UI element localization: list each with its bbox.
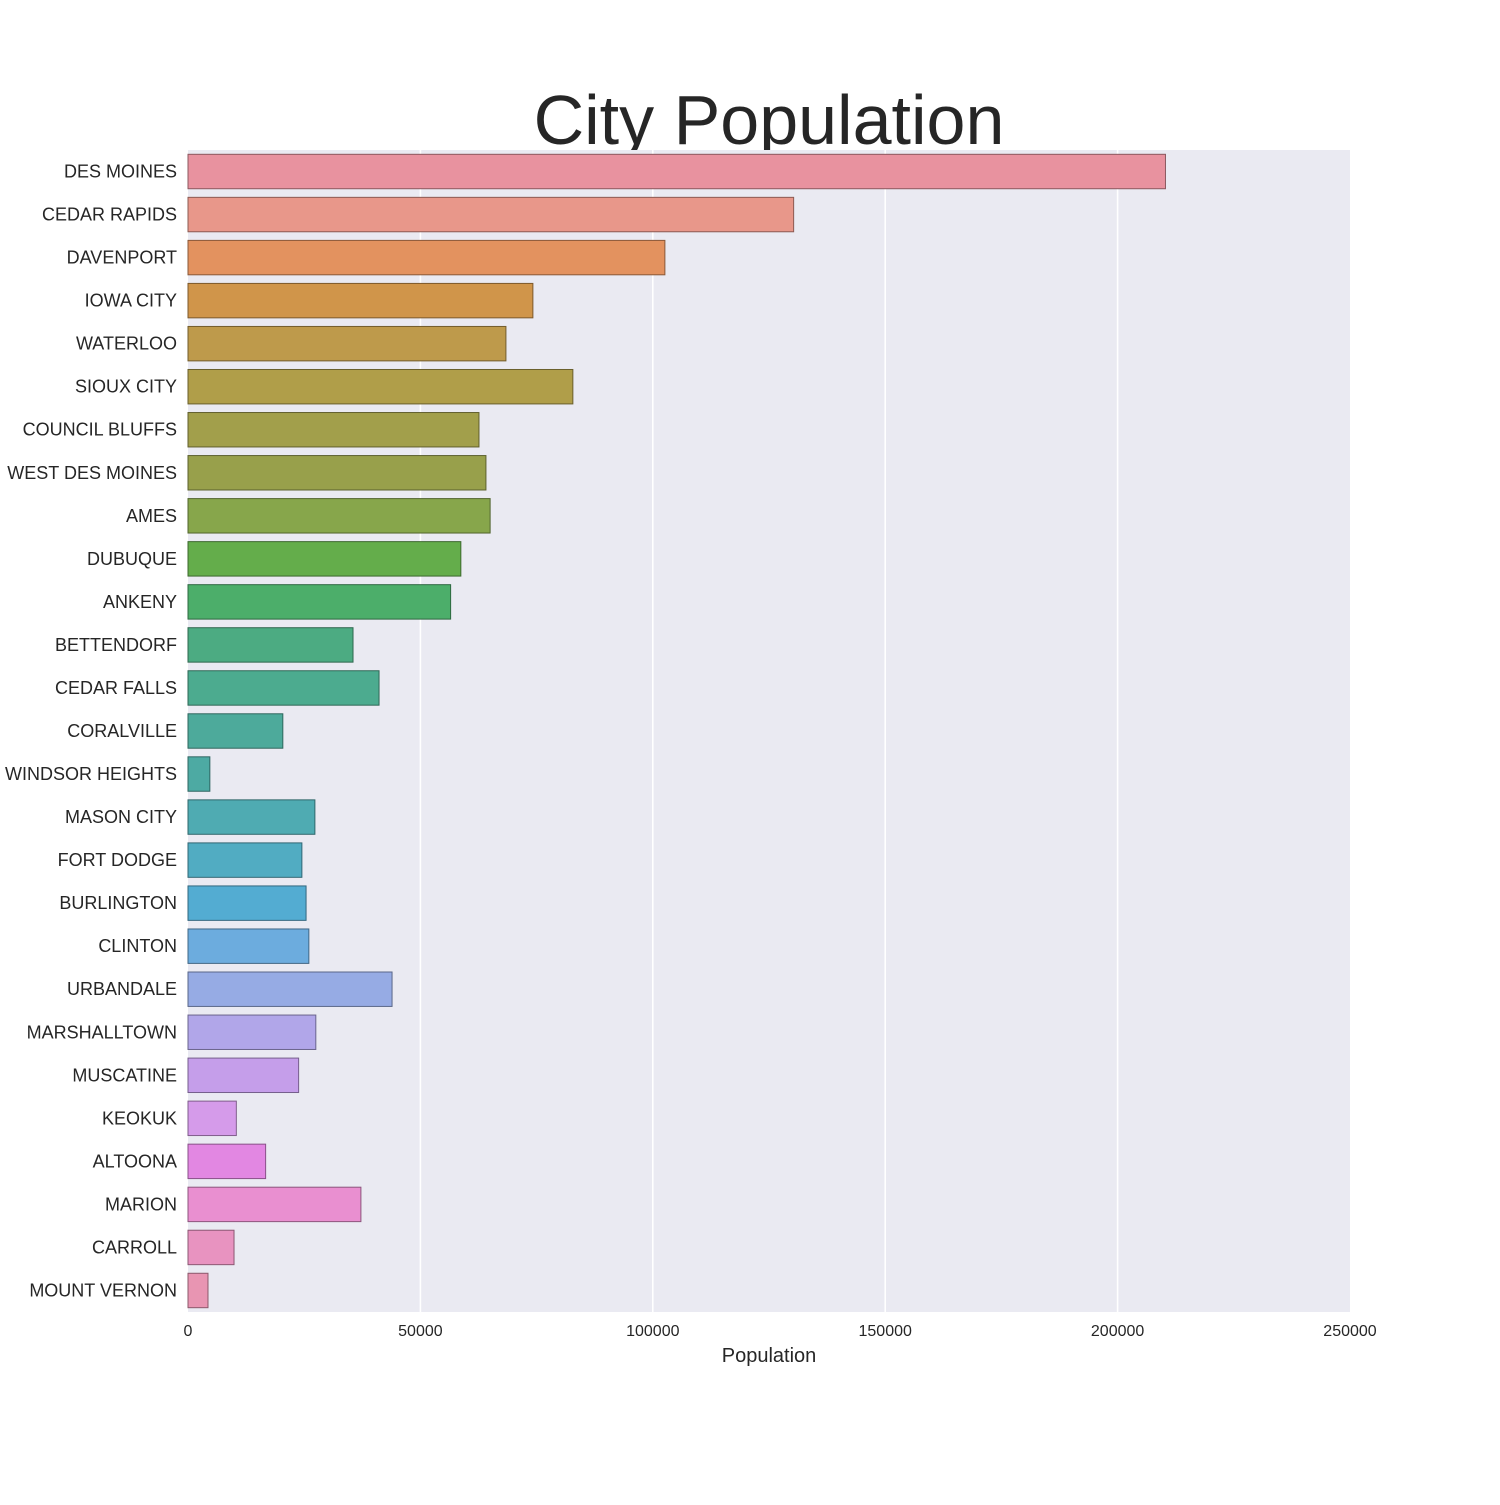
plot-area — [188, 150, 1350, 1312]
y-tick-label: AMES — [126, 506, 177, 526]
y-tick-label: WATERLOO — [76, 334, 177, 354]
y-tick-label: WEST DES MOINES — [7, 463, 177, 483]
bar — [187, 842, 303, 878]
bar — [187, 455, 487, 491]
bar — [187, 971, 393, 1007]
bar — [187, 1143, 267, 1180]
bars — [187, 153, 1166, 1309]
y-tick-label: DUBUQUE — [87, 549, 177, 569]
y-tick-label: MOUNT VERNON — [29, 1280, 177, 1300]
x-grid-lines — [419, 150, 1119, 1312]
bar — [187, 1229, 235, 1266]
bar — [187, 368, 574, 405]
y-tick-labels: DES MOINES CEDAR RAPIDS DAVENPORT IOWA CITY… — [5, 162, 177, 1301]
x-tick-label: 50000 — [398, 1323, 443, 1340]
y-tick-label: URBANDALE — [67, 979, 177, 999]
y-tick-label: WINDSOR HEIGHTS — [5, 764, 177, 784]
bar — [187, 1272, 209, 1309]
y-tick-label: SIOUX CITY — [75, 377, 177, 397]
bar — [187, 885, 307, 921]
x-tick-label: 250000 — [1323, 1323, 1376, 1340]
chart-title: City Population — [534, 81, 1005, 159]
bar — [187, 799, 316, 835]
y-tick-label: DES MOINES — [64, 162, 177, 182]
x-tick-label: 200000 — [1091, 1323, 1144, 1340]
bar — [187, 196, 795, 233]
y-tick-label: CARROLL — [92, 1237, 177, 1257]
y-tick-label: BETTENDORF — [55, 635, 177, 655]
y-tick-label: CORALVILLE — [67, 721, 177, 741]
y-tick-label: IOWA CITY — [85, 291, 177, 311]
y-tick-label: MARSHALLTOWN — [27, 1022, 177, 1042]
x-tick-labels: 0 50000 100000 150000 200000 250000 — [184, 1323, 1377, 1340]
y-tick-label: CLINTON — [98, 936, 177, 956]
x-axis-label: Population — [722, 1345, 817, 1367]
bar — [187, 541, 462, 577]
bar — [187, 1014, 317, 1050]
bar — [187, 584, 452, 620]
bar — [187, 756, 211, 792]
bar — [187, 928, 310, 964]
bar — [187, 153, 1166, 190]
y-tick-label: ALTOONA — [93, 1151, 177, 1171]
y-tick-label: MASON CITY — [65, 807, 177, 827]
bar — [187, 239, 666, 276]
x-tick-label: 100000 — [626, 1323, 679, 1340]
bar — [187, 713, 284, 749]
bar — [187, 412, 480, 448]
y-tick-label: FORT DODGE — [58, 850, 177, 870]
y-tick-label: CEDAR FALLS — [55, 678, 177, 698]
bar — [187, 1186, 362, 1223]
bar — [187, 1100, 237, 1137]
bar — [187, 670, 380, 706]
y-tick-label: BURLINGTON — [59, 893, 177, 913]
bar — [187, 282, 534, 319]
y-tick-label: ANKENY — [103, 592, 177, 612]
y-tick-label: MARION — [105, 1194, 177, 1214]
y-tick-label: DAVENPORT — [67, 248, 177, 268]
bar — [187, 325, 507, 362]
bar — [187, 1057, 300, 1094]
bar — [187, 498, 491, 534]
y-tick-label: CEDAR RAPIDS — [42, 205, 177, 225]
x-tick-label: 0 — [184, 1323, 193, 1340]
bar — [187, 627, 354, 663]
x-tick-label: 150000 — [859, 1323, 912, 1340]
y-tick-label: COUNCIL BLUFFS — [23, 420, 177, 440]
y-tick-label: KEOKUK — [102, 1108, 177, 1128]
y-tick-label: MUSCATINE — [72, 1065, 177, 1085]
